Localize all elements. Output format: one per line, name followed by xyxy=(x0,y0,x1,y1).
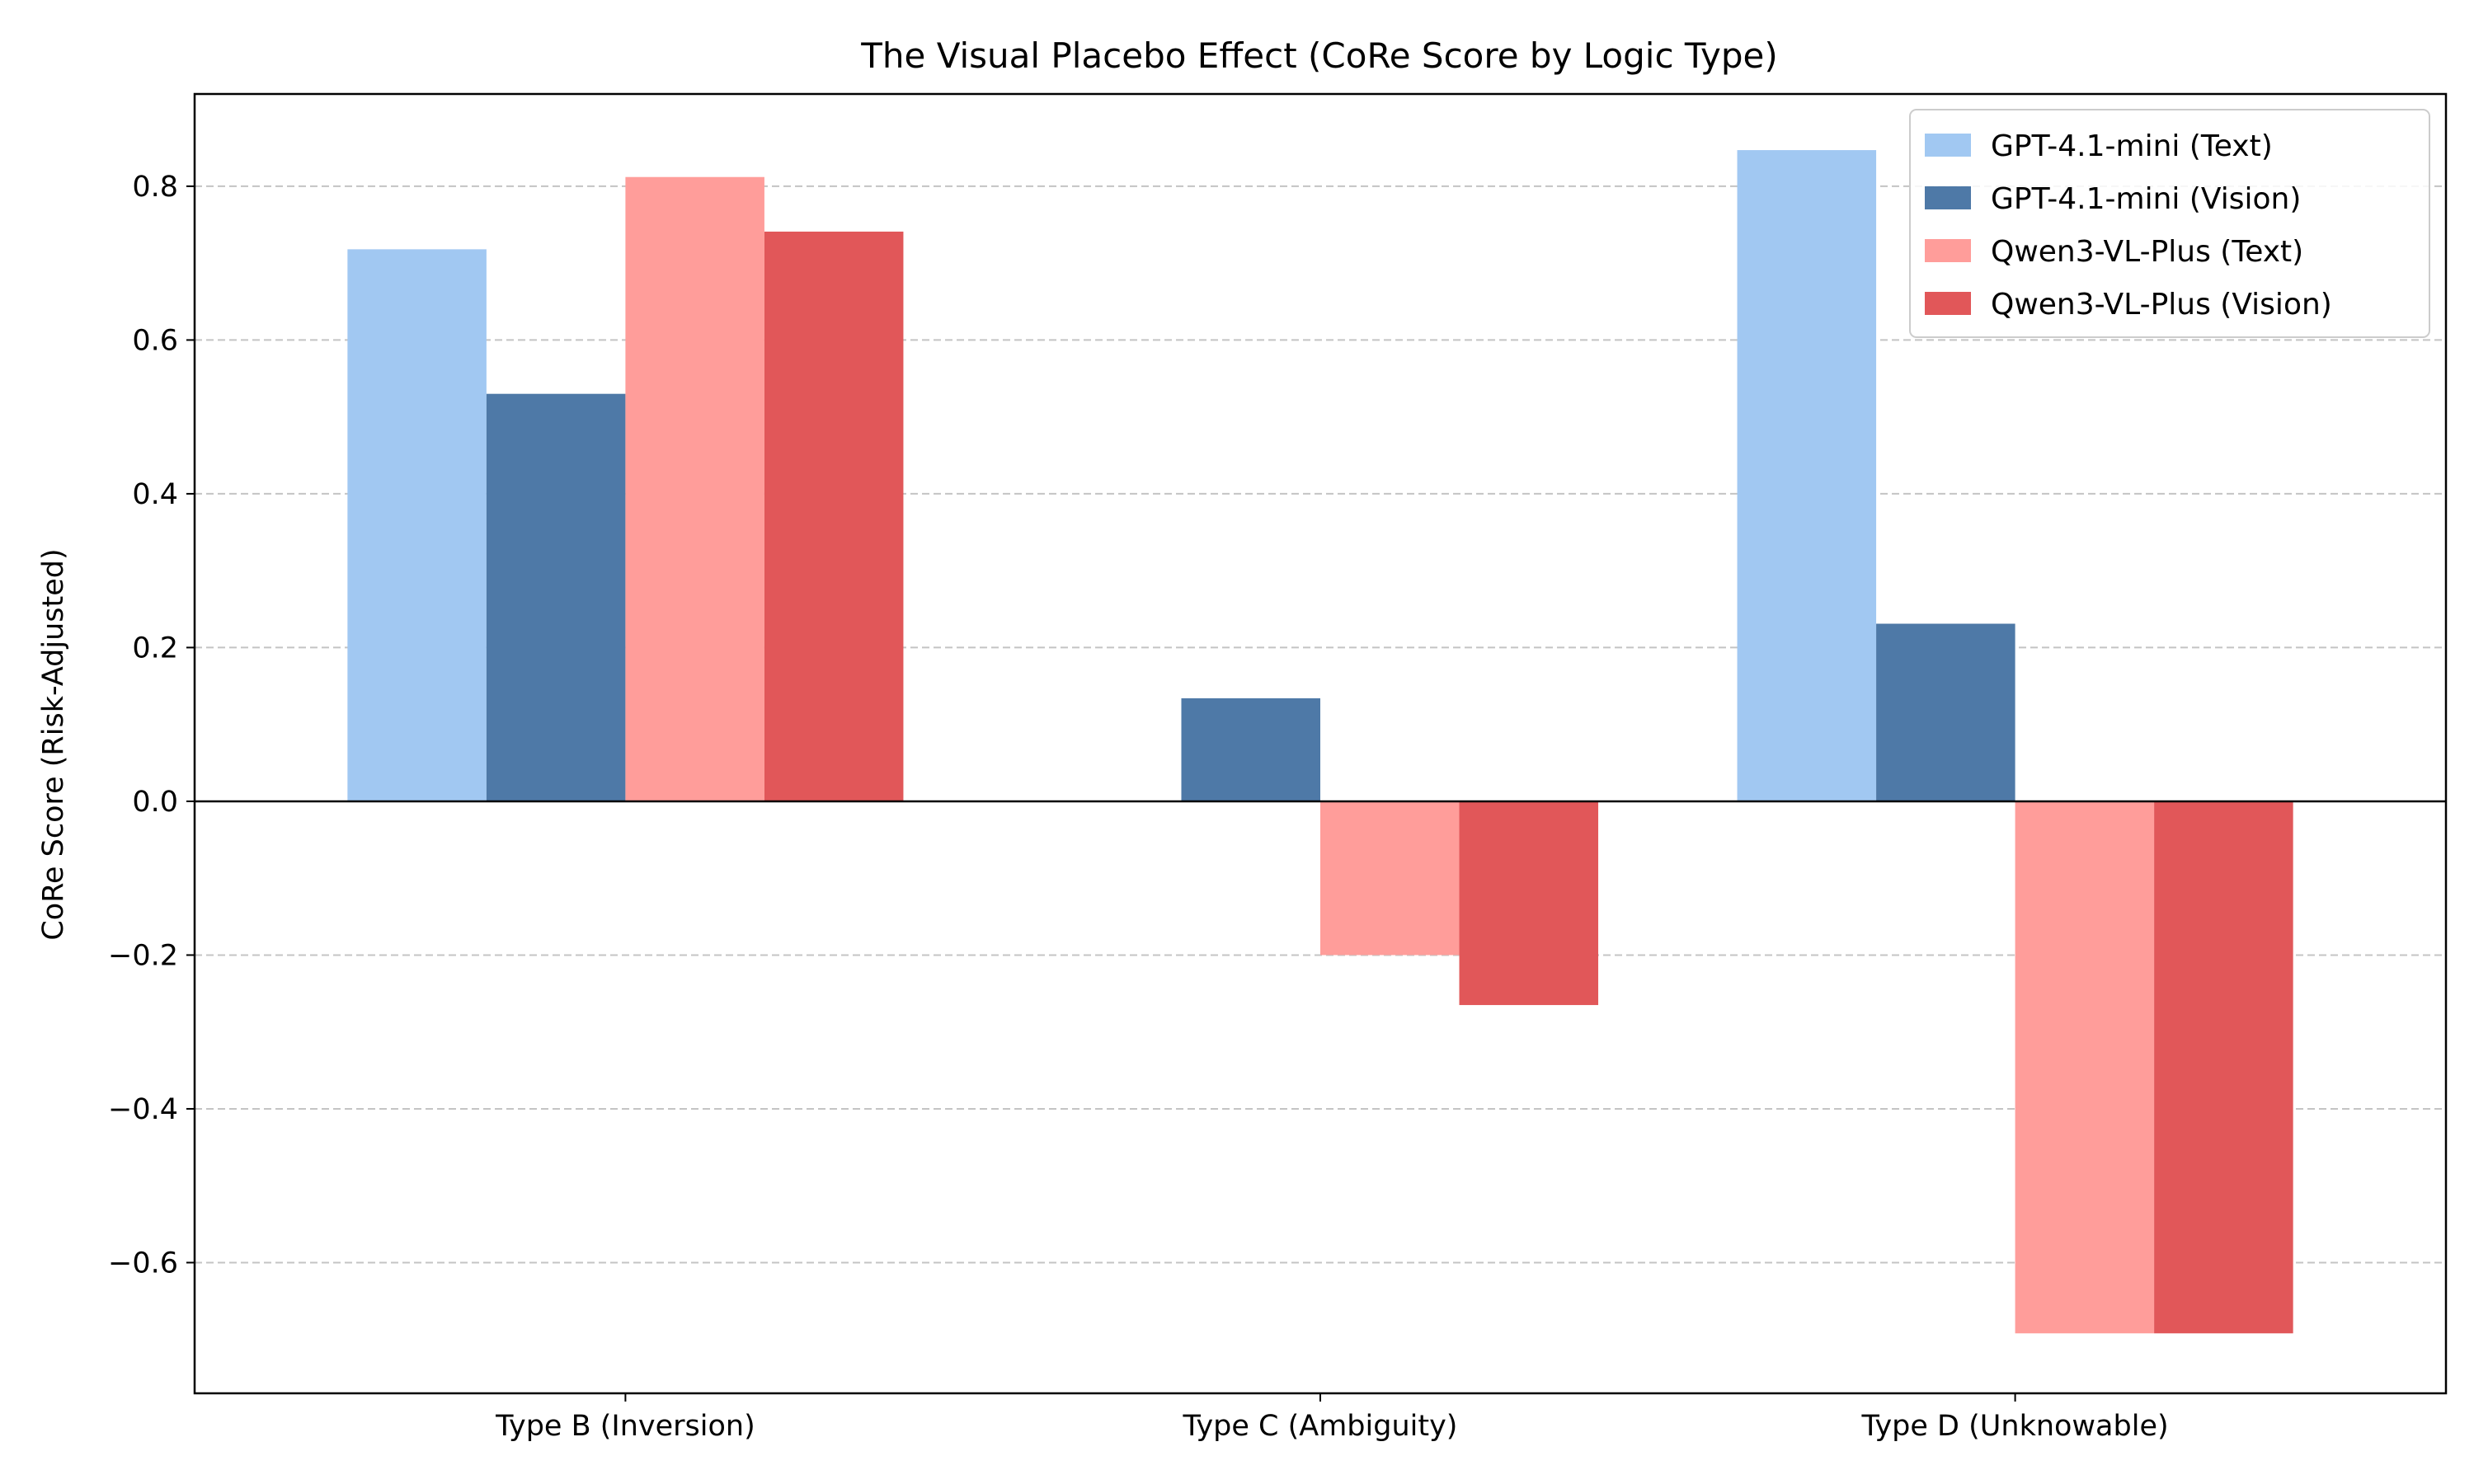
legend-label: GPT-4.1-mini (Vision) xyxy=(1991,182,2301,216)
y-tick-label: −0.6 xyxy=(108,1247,178,1280)
y-tick-label: −0.4 xyxy=(108,1093,178,1126)
bar xyxy=(1459,801,1599,1006)
legend-swatch xyxy=(1925,134,1971,157)
bar xyxy=(625,176,764,801)
legend: GPT-4.1-mini (Text) GPT-4.1-mini (Vision)… xyxy=(1909,109,2430,338)
chart-title: The Visual Placebo Effect (CoRe Score by… xyxy=(860,35,1778,76)
legend-frame xyxy=(1909,109,2430,338)
bar xyxy=(764,231,904,801)
legend-label: GPT-4.1-mini (Text) xyxy=(1991,129,2273,163)
legend-label: Qwen3-VL-Plus (Vision) xyxy=(1991,288,2332,322)
x-axis-ticks: Type B (Inversion) Type C (Ambiguity) Type… xyxy=(495,1393,2169,1443)
bar xyxy=(486,393,626,801)
y-tick-label: 0.8 xyxy=(132,171,178,204)
bar xyxy=(1320,801,1460,956)
bars xyxy=(347,150,2293,1334)
legend-swatch xyxy=(1925,292,1971,315)
y-tick-label: 0.0 xyxy=(132,786,178,819)
y-tick-label: 0.4 xyxy=(132,478,178,511)
x-tick-label: Type D (Unknowable) xyxy=(1861,1410,2169,1443)
bar xyxy=(1737,150,1877,801)
y-tick-label: −0.2 xyxy=(108,939,178,972)
x-tick-label: Type C (Ambiguity) xyxy=(1183,1410,1458,1443)
y-tick-label: 0.2 xyxy=(132,632,178,665)
y-axis-label: CoRe Score (Risk-Adjusted) xyxy=(37,548,70,940)
bar xyxy=(1181,697,1320,801)
y-tick-label: 0.6 xyxy=(132,324,178,357)
x-tick-label: Type B (Inversion) xyxy=(495,1410,755,1443)
bar xyxy=(2154,801,2293,1334)
y-axis-ticks: −0.6 −0.4 −0.2 0.0 0.2 0.4 0.6 0.8 xyxy=(108,171,195,1280)
bar xyxy=(347,249,487,801)
legend-swatch xyxy=(1925,186,1971,209)
legend-label: Qwen3-VL-Plus (Text) xyxy=(1991,235,2303,269)
legend-swatch xyxy=(1925,239,1971,262)
bar xyxy=(1876,623,2015,801)
bar xyxy=(2015,801,2155,1334)
